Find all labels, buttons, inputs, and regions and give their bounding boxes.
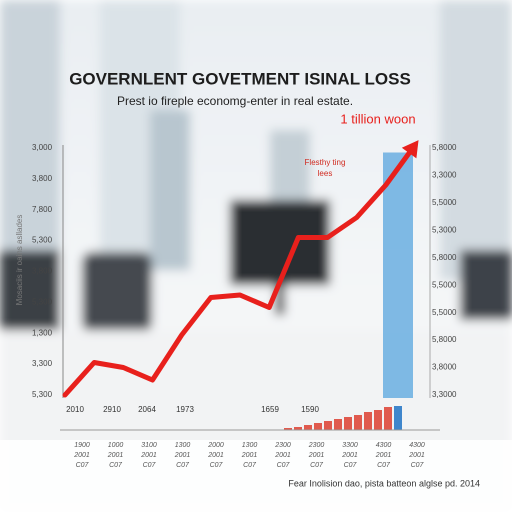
footer-panel <box>0 440 512 512</box>
y-axis-label: Mosaciis ir oains asllades <box>15 215 24 306</box>
bottom-label: C07 <box>277 462 291 469</box>
x-tick-label: 1659 <box>261 405 279 414</box>
y2-tick-label: 5,8000 <box>432 143 457 152</box>
bottom-label: 2001 <box>174 452 191 459</box>
y-tick-label: 5,300 <box>32 390 53 399</box>
bottom-label: 3100 <box>141 442 157 449</box>
bottom-label: C07 <box>377 462 391 469</box>
mini-bar <box>324 421 332 430</box>
bar <box>383 152 413 398</box>
y2-tick-label: 5,8000 <box>432 335 457 344</box>
bottom-label: 2001 <box>73 452 90 459</box>
y-tick-label: 5,300 <box>32 297 53 306</box>
y2-tick-label: 3,8000 <box>432 363 457 372</box>
bottom-label: C07 <box>243 462 257 469</box>
mini-bar <box>284 428 292 430</box>
bottom-label: C07 <box>344 462 358 469</box>
data-line <box>62 142 418 398</box>
bottom-label: 1300 <box>242 442 258 449</box>
bottom-label: 2001 <box>375 452 392 459</box>
bottom-label: C07 <box>109 462 123 469</box>
annotation: Flesthy ting <box>305 158 346 167</box>
bottom-label: C07 <box>210 462 224 469</box>
y-tick-label: 3,800 <box>32 267 53 276</box>
y-tick-label: 1,300 <box>32 328 53 337</box>
bottom-label: 2001 <box>408 452 425 459</box>
x-tick-label: 2910 <box>103 405 121 414</box>
chart-title: GOVERNLENT GOVETMENT ISINAL LOSS <box>69 69 411 88</box>
bottom-label: 4300 <box>376 442 392 449</box>
footer-note: Fear Inolision dao, pista batteon alglse… <box>288 478 480 488</box>
mini-bar <box>314 423 322 430</box>
y-tick-label: 5,300 <box>32 236 53 245</box>
mini-bar <box>304 425 312 430</box>
y2-tick-label: 5,3000 <box>432 225 457 234</box>
y-tick-label: 7,800 <box>32 205 53 214</box>
bottom-label: C07 <box>143 462 157 469</box>
bottom-label: 2300 <box>274 442 291 449</box>
y2-tick-label: 5,5000 <box>432 198 457 207</box>
y2-tick-label: 3,3000 <box>432 390 457 399</box>
mini-bar <box>334 419 342 430</box>
x-tick-label: 1590 <box>301 405 319 414</box>
bottom-label: 1000 <box>108 442 124 449</box>
bottom-label: 2000 <box>207 442 224 449</box>
annotation: lees <box>318 169 333 178</box>
mini-bar <box>294 427 302 430</box>
bottom-label: 2300 <box>308 442 325 449</box>
bottom-label: 2001 <box>207 452 224 459</box>
y-tick-label: 3,000 <box>32 143 53 152</box>
bottom-label: 3300 <box>342 442 358 449</box>
bottom-label: C07 <box>411 462 425 469</box>
y2-tick-label: 3,3000 <box>432 171 457 180</box>
mini-bar <box>364 412 372 430</box>
y-tick-label: 3,800 <box>32 174 53 183</box>
mini-bar <box>384 407 392 430</box>
bottom-label: C07 <box>310 462 324 469</box>
bottom-label: 1900 <box>74 442 90 449</box>
bottom-label: 2001 <box>308 452 325 459</box>
x-tick-label: 2064 <box>138 405 156 414</box>
bottom-label: 2001 <box>241 452 258 459</box>
arrowhead <box>401 140 419 159</box>
subtitle: Prest io fireple economg-enter in real e… <box>117 94 353 108</box>
bottom-label: 1300 <box>175 442 191 449</box>
bottom-label: 2001 <box>341 452 358 459</box>
mini-bar <box>394 406 402 430</box>
mini-bar <box>344 417 352 430</box>
y-tick-label: 3,300 <box>32 359 53 368</box>
y2-tick-label: 5,5000 <box>432 280 457 289</box>
x-tick-label: 1973 <box>176 405 194 414</box>
annotation: 1 tillion woon <box>340 111 415 126</box>
bottom-label: 2001 <box>107 452 124 459</box>
bottom-label: C07 <box>76 462 90 469</box>
y2-tick-label: 5,5000 <box>432 308 457 317</box>
bottom-label: C07 <box>176 462 190 469</box>
bottom-label: 2001 <box>274 452 291 459</box>
bottom-label: 4300 <box>409 442 425 449</box>
x-tick-label: 2010 <box>66 405 84 414</box>
bottom-label: 2001 <box>140 452 157 459</box>
mini-bar <box>354 415 362 430</box>
y2-tick-label: 5,8000 <box>432 253 457 262</box>
mini-bar <box>374 410 382 430</box>
